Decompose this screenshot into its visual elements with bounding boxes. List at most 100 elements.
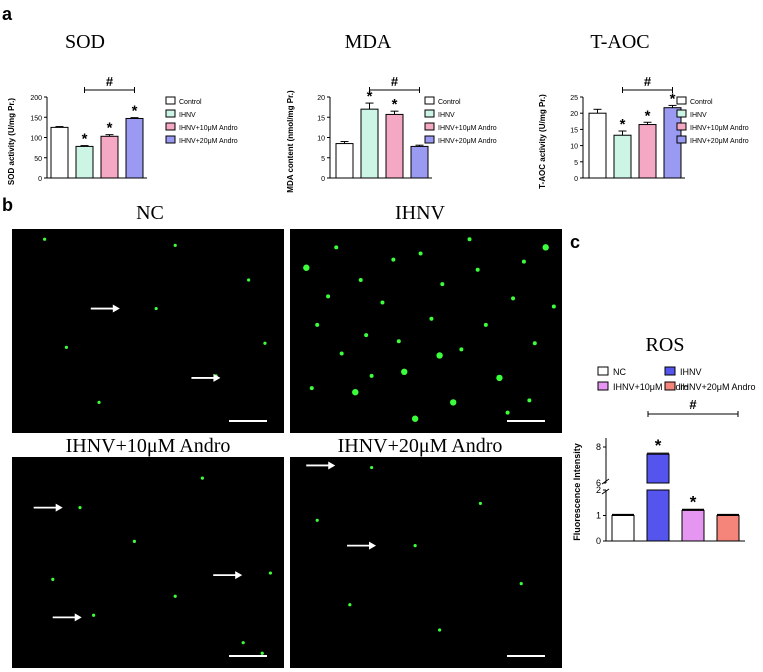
ros-title: ROS <box>646 334 685 356</box>
fluorescent-spot <box>478 501 482 506</box>
fluorescent-spot <box>413 544 417 548</box>
fluorescent-spot <box>475 267 480 272</box>
y-tick-label: 150 <box>30 115 42 122</box>
legend-swatch <box>676 122 687 131</box>
fluorescent-spot <box>391 257 396 262</box>
sod-chart: SOD SOD activity (U/mg Pr.) 0 50 100 150 200 * *… <box>7 31 238 185</box>
significance-star: * <box>670 90 676 107</box>
significance-star: * <box>655 436 662 455</box>
fluorescent-spot <box>334 245 339 250</box>
fluorescent-spot <box>315 518 319 522</box>
fluorescent-spot <box>527 398 532 403</box>
panel-letter-c: c <box>570 232 580 252</box>
fluorescent-spot <box>132 539 136 544</box>
legend-swatch <box>165 122 176 131</box>
legend-label: IHNV <box>680 367 702 377</box>
legend-swatch <box>424 122 435 131</box>
micrograph-label: IHNV+20μM Andro <box>338 435 503 457</box>
legend-label: IHNV+20μM Andro <box>438 138 497 145</box>
bar <box>716 515 740 542</box>
micrograph-background <box>290 229 562 433</box>
fluorescent-spot <box>429 316 434 321</box>
bar <box>335 143 354 179</box>
arrow-head <box>213 373 221 382</box>
bar <box>588 112 607 179</box>
micrograph-background <box>290 457 562 668</box>
fluorescent-spot <box>396 339 401 344</box>
fluorescent-spot <box>483 322 488 327</box>
micrograph-label: IHNV+10μM Andro <box>66 435 231 457</box>
bar <box>360 108 379 179</box>
y-tick-label: 0 <box>596 536 601 546</box>
fluorescent-spot <box>519 582 523 586</box>
significance-star: * <box>392 96 398 113</box>
y-tick-label: 25 <box>570 95 578 102</box>
fluorescent-spot <box>154 306 158 311</box>
fluorescent-spot <box>438 628 442 632</box>
chart-title: MDA <box>345 31 392 53</box>
y-axis-label: SOD activity (U/mg Pr.) <box>7 98 16 185</box>
y-tick-label: 1 <box>596 511 601 521</box>
micrograph-andro10: IHNV+10μM Andro <box>12 435 284 668</box>
bar <box>385 113 404 179</box>
axis-break-mark <box>601 488 610 495</box>
fluorescent-spot <box>260 651 264 655</box>
significance-star: * <box>645 107 651 124</box>
y-tick-label: 100 <box>30 136 42 143</box>
fluorescent-spot <box>505 410 510 415</box>
bracket-label: # <box>689 397 697 412</box>
fluorescent-spot <box>263 341 267 345</box>
legend-swatch <box>676 96 687 105</box>
bar <box>681 509 705 542</box>
y-axis-label: Fluorescence Intensity <box>572 443 582 541</box>
arrow-head <box>369 541 377 550</box>
fluorescent-spot <box>97 400 101 404</box>
y-tick-label: 20 <box>317 95 325 102</box>
y-tick-label: 10 <box>317 136 325 143</box>
micrograph-background <box>12 229 284 433</box>
legend-swatch <box>424 96 435 105</box>
fluorescent-spot <box>369 373 374 378</box>
fluorescent-spot <box>339 351 344 356</box>
taoc-chart: T-AOC T-AOC activity (U/mg Pr.) 0 5 10 15 20 25… <box>538 31 749 189</box>
fluorescent-spot <box>380 300 385 305</box>
y-axis-label: T-AOC activity (U/mg Pr.) <box>538 94 547 189</box>
bar <box>100 135 119 179</box>
bar-upper-segment <box>646 453 670 484</box>
y-tick-label: 0 <box>574 176 578 183</box>
chart-title: T-AOC <box>590 31 649 53</box>
legend-label: IHNV+10μM Andro <box>438 125 497 132</box>
arrow-head <box>74 613 82 622</box>
micrograph-label: NC <box>136 202 164 224</box>
fluorescent-spot <box>459 347 464 352</box>
legend-label: Control <box>438 99 461 106</box>
arrow-head <box>235 571 243 580</box>
arrow-head <box>55 503 63 512</box>
fluorescent-spot <box>268 571 272 575</box>
fluorescent-spot <box>496 374 503 382</box>
y-tick-label: 0 <box>38 176 42 183</box>
bar <box>75 145 94 179</box>
significance-star: * <box>132 103 138 120</box>
fluorescent-spot <box>173 243 177 247</box>
legend-label: IHNV+10μM Andro <box>179 125 238 132</box>
y-tick-label: 15 <box>317 115 325 122</box>
legend-label: IHNV+20μM Andro <box>680 382 755 392</box>
panel-letter-b: b <box>2 195 13 215</box>
significance-star: * <box>107 120 113 137</box>
fluorescent-spot <box>521 259 526 264</box>
legend-label: NC <box>613 367 626 377</box>
fluorescent-spot <box>51 577 55 581</box>
fluorescent-spot <box>303 264 310 271</box>
fluorescent-spot <box>64 345 68 349</box>
y-tick-label: 10 <box>570 144 578 151</box>
legend-swatch <box>676 135 687 144</box>
fluorescent-spot <box>542 244 549 251</box>
legend-label: Control <box>179 99 202 106</box>
legend-swatch <box>664 366 676 376</box>
bar-lower-segment <box>646 489 670 542</box>
significance-star: * <box>690 492 697 511</box>
legend-label: IHNV+20μM Andro <box>690 138 749 145</box>
bar <box>50 126 69 179</box>
fluorescent-spot <box>511 296 516 301</box>
